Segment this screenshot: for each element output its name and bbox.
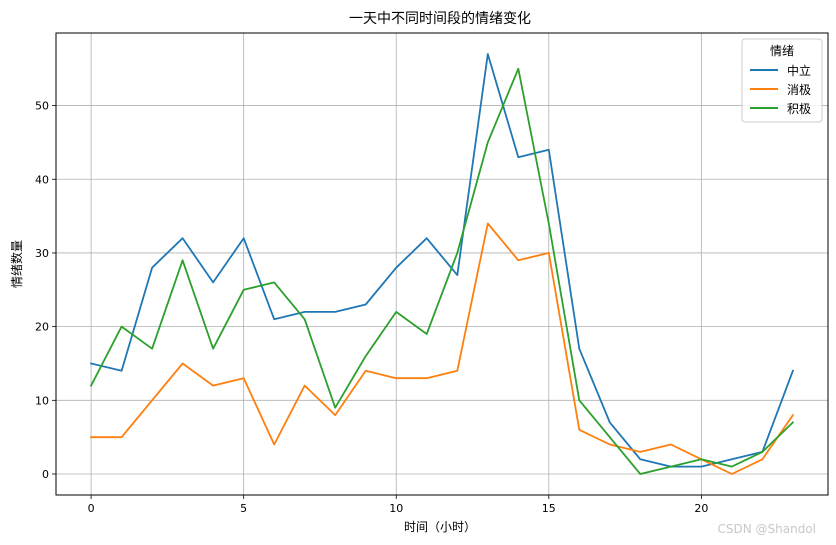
legend-box: [741, 38, 823, 123]
x-tick-label: 0: [88, 502, 95, 515]
series-line-negative: [90, 222, 795, 475]
chart-title: 一天中不同时间段的情绪变化: [349, 11, 531, 27]
x-tick-label: 15: [542, 502, 556, 515]
plot-area-frame: [55, 32, 829, 496]
y-axis-label: 情绪数量: [9, 240, 24, 288]
y-tick-label: 20: [35, 321, 49, 334]
legend-label-neutral: 中立: [787, 63, 811, 78]
legend-title: 情绪: [770, 44, 794, 58]
grid: [56, 33, 828, 495]
x-tick-label: 10: [389, 502, 403, 515]
y-tick-label: 50: [35, 100, 49, 113]
watermark: CSDN @Shandol: [717, 522, 816, 536]
x-tick-label: 20: [694, 502, 708, 515]
y-tick-label: 40: [35, 173, 49, 186]
series-line-positive: [89, 67, 795, 475]
legend: 情绪 中立 消极 积极: [741, 38, 823, 123]
y-tick-label: 0: [42, 468, 49, 481]
y-tick-label: 10: [35, 394, 49, 407]
y-tick-label: 30: [35, 247, 49, 260]
legend-label-positive: 积极: [787, 102, 811, 116]
series-line-neutral: [90, 53, 795, 468]
x-tick-label: 5: [240, 502, 247, 515]
axis-ticks: 0 5 10 15 20 0 10 20 30 40 50: [35, 100, 708, 515]
series-lines: [89, 53, 795, 475]
legend-label-negative: 消极: [787, 83, 811, 97]
x-axis-label: 时间（小时）: [404, 520, 476, 534]
